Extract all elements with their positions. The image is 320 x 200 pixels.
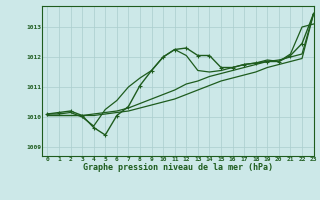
X-axis label: Graphe pression niveau de la mer (hPa): Graphe pression niveau de la mer (hPa) — [83, 163, 273, 172]
